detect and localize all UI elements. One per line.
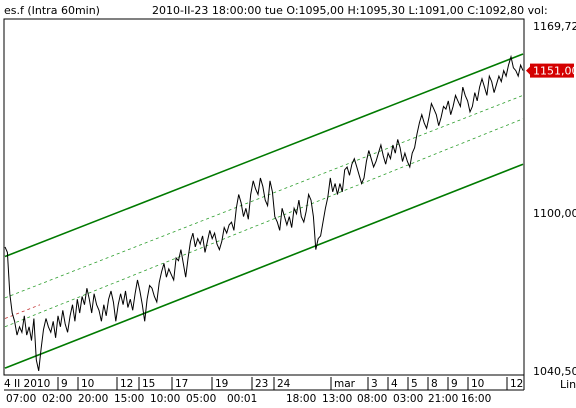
price-series-line bbox=[4, 54, 524, 372]
x-tick-label-top: 9 bbox=[451, 378, 458, 390]
channel-mid-upper-line bbox=[4, 94, 524, 299]
x-tick-label-top: 4 bbox=[391, 378, 398, 390]
x-tick-label-top: 19 bbox=[215, 378, 228, 390]
x-tick-label-top: 10 bbox=[81, 378, 94, 390]
channel-lower-line bbox=[4, 163, 524, 369]
current-price-tag: 1151,00 bbox=[526, 63, 576, 78]
x-tick-label-top: 24 bbox=[277, 378, 291, 390]
x-tick-label-bottom: 15:00 bbox=[114, 393, 144, 405]
x-tick-label-top: 9 bbox=[61, 378, 68, 390]
x-tick-label-top: 3 bbox=[371, 378, 378, 390]
x-tick-label-bottom: 00:01 bbox=[227, 393, 257, 405]
x-tick-label-bottom: 16:00 bbox=[461, 393, 491, 405]
red-dashed-line bbox=[4, 304, 41, 319]
x-tick-label-bottom: 20:00 bbox=[78, 393, 108, 405]
x-tick-label-bottom: 21:00 bbox=[428, 393, 458, 405]
x-tick-label-top: 8 bbox=[431, 378, 438, 390]
channel-upper-line bbox=[4, 53, 524, 258]
x-tick-label-bottom: 02:00 bbox=[42, 393, 72, 405]
symbol-label: es.f (Intra 60min) bbox=[4, 4, 100, 17]
x-tick-label-bottom: 10:00 bbox=[150, 393, 180, 405]
channel-mid-lower-line bbox=[4, 118, 524, 328]
x-tick-label-bottom: 13:00 bbox=[322, 393, 352, 405]
y-axis-top-label: 1169,72 bbox=[533, 20, 576, 33]
ohlc-info: 2010-II-23 18:00:00 tue O:1095,00 H:1095… bbox=[152, 4, 548, 17]
x-tick-label-top: 5 bbox=[411, 378, 418, 390]
y-axis-bottom-label: 1040,50 bbox=[533, 365, 576, 378]
current-price-label: 1151,00 bbox=[533, 65, 576, 78]
x-tick-label-top: 10 bbox=[471, 378, 484, 390]
x-tick-label-bottom: 08:00 bbox=[357, 393, 387, 405]
y-axis-scale-label: Lin bbox=[560, 378, 576, 391]
x-tick-label-bottom: 05:00 bbox=[186, 393, 216, 405]
x-tick-label-top: 4 II 2010 bbox=[4, 378, 50, 390]
x-tick-label-top: 23 bbox=[255, 378, 268, 390]
trend-channel bbox=[4, 53, 524, 369]
x-tick-label-bottom: 18:00 bbox=[286, 393, 316, 405]
x-tick-label-bottom: 03:00 bbox=[393, 393, 423, 405]
x-tick-label-top: 12 bbox=[120, 378, 133, 390]
x-tick-label-top: 15 bbox=[142, 378, 155, 390]
x-tick-label-top: 12 bbox=[510, 378, 523, 390]
x-tick-label-top: 17 bbox=[175, 378, 188, 390]
y-axis-mid-label: 1100,00 bbox=[533, 207, 576, 220]
x-axis: 4 II 2010 9 10 12 15 17 19 23 24 mar 3 4 5 8 9 10 12 07:0… bbox=[4, 377, 524, 405]
x-tick-label-bottom: 07:00 bbox=[6, 393, 36, 405]
x-tick-label-top: mar bbox=[334, 378, 356, 390]
